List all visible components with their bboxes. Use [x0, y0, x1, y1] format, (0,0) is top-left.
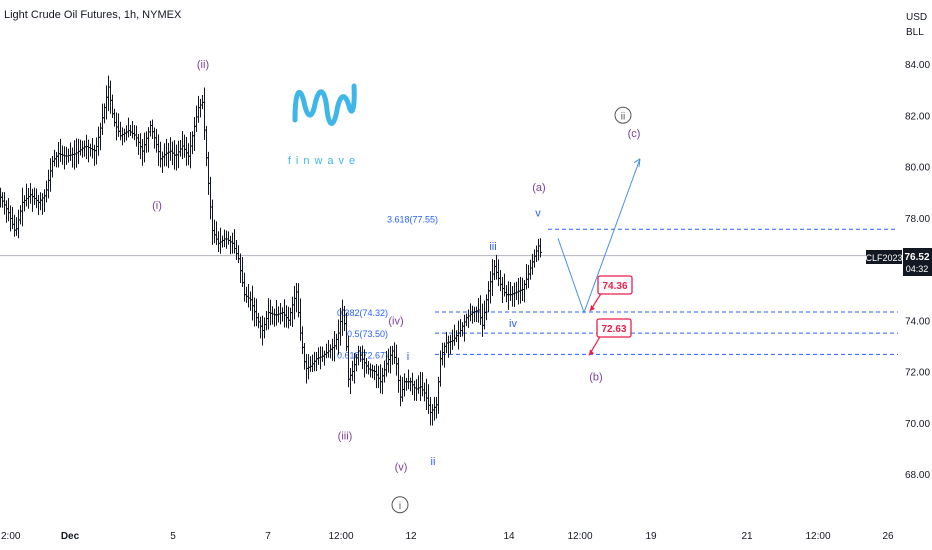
ticker-countdown: 04:32 [906, 264, 929, 274]
logo-text: finwave [288, 155, 360, 167]
price-tick-label: 78.00 [905, 214, 930, 225]
fib-level-label: 0.382(74.32) [337, 308, 388, 318]
target-arrowhead [590, 305, 595, 312]
time-tick-label: 12 [405, 531, 417, 542]
time-tick-label: Dec [61, 531, 80, 542]
candles [0, 75, 542, 426]
currency-label: USD BLL [906, 10, 927, 40]
wave-label: i [399, 501, 401, 512]
time-tick-label: 26 [882, 531, 894, 542]
wave-label: (iv) [388, 315, 403, 327]
wave-label: ii [431, 456, 436, 468]
time-axis: 2:00 Dec 5 7 12:00 12 14 12:00 19 21 12:00 26 [1, 531, 894, 542]
projection-line [557, 158, 641, 315]
target-value: 72.63 [601, 324, 626, 335]
wave-label: (b) [589, 372, 602, 384]
projection-arrowhead [633, 158, 641, 167]
price-tick-label: 70.00 [905, 419, 930, 430]
price-tick-label: 82.00 [905, 111, 930, 122]
wave-label: (iii) [338, 431, 353, 443]
price-tick-label: 84.00 [905, 60, 930, 71]
currency: USD [906, 12, 928, 23]
wave-label: (i) [152, 200, 162, 212]
wave-label: iii [489, 241, 496, 253]
finwave-logo-icon [292, 83, 357, 126]
time-tick-label: 12:00 [567, 531, 592, 542]
time-tick-label: 14 [503, 531, 515, 542]
wave-label: (v) [395, 461, 408, 473]
price-tick-label: 74.00 [905, 316, 930, 327]
ticker-symbol: CLF2023 [865, 253, 902, 263]
target-badge [596, 318, 632, 338]
time-tick-label: 21 [741, 531, 753, 542]
time-tick-label: 19 [645, 531, 657, 542]
time-tick-label: 5 [170, 531, 176, 542]
unit: BLL [906, 27, 924, 38]
price-tick-label: 68.00 [905, 470, 930, 481]
wave-circle [391, 496, 409, 514]
ticker-price: 76.52 [904, 252, 929, 263]
wave-label: v [535, 208, 541, 220]
ticker-badge: CLF2023 76.52 04:32 [865, 248, 932, 276]
target-arrowhead [589, 349, 594, 356]
wave-label: ii [621, 111, 625, 122]
time-tick-label: 7 [265, 531, 271, 542]
wave-label: i [407, 351, 409, 363]
target-value: 74.36 [602, 281, 627, 292]
wave-label: (c) [628, 128, 641, 140]
time-tick-label: 12:00 [328, 531, 353, 542]
price-tick-label: 80.00 [905, 163, 930, 174]
projection-path [557, 158, 641, 315]
price-tick-label: 72.00 [905, 368, 930, 379]
wave-label: (ii) [197, 59, 209, 71]
fib-level-label: 3.618(77.55) [387, 214, 438, 224]
target-badges: 74.36 72.63 [588, 275, 633, 356]
wave-label: (a) [532, 182, 545, 194]
time-tick-label: 2:00 [1, 531, 21, 542]
time-tick-label: 12:00 [805, 531, 830, 542]
wave-label: iv [509, 318, 517, 330]
target-badge [597, 275, 633, 295]
logo: finwave [288, 83, 360, 167]
wave-circle [614, 106, 632, 124]
chart-title: Light Crude Oil Futures, 1h, NYMEX [4, 9, 182, 21]
fib-level-label: 0.5(73.50) [347, 329, 388, 339]
